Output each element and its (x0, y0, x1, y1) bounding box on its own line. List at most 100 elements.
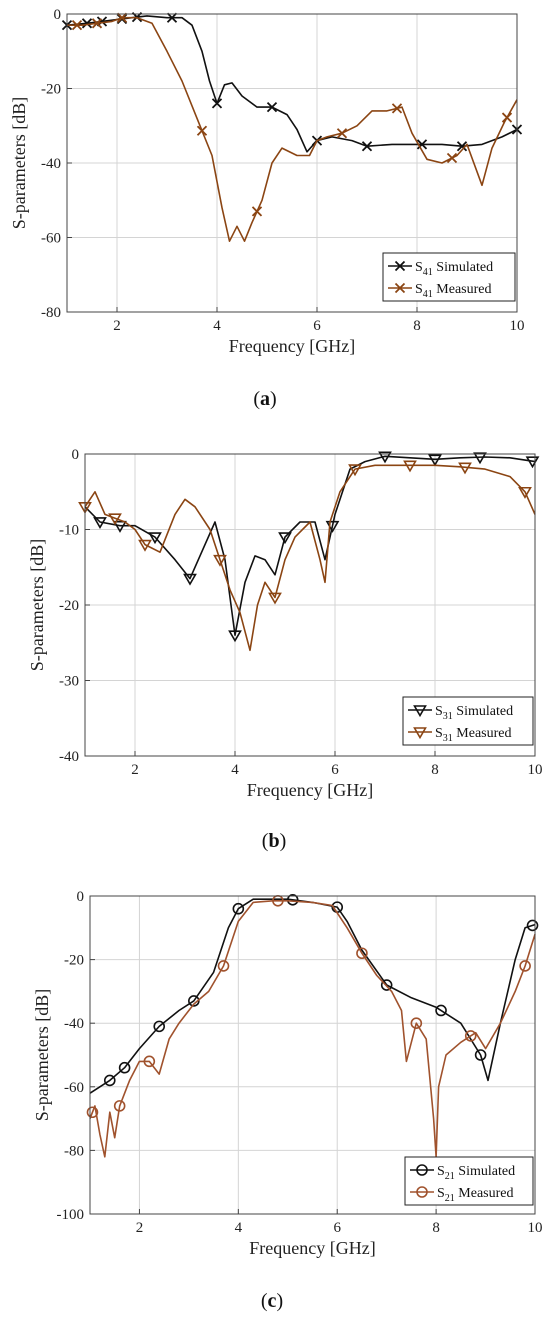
y-tick-label: 0 (77, 889, 85, 905)
series-marker (91, 18, 103, 29)
series-s41-measured (67, 12, 518, 242)
series-marker (232, 902, 245, 915)
x-tick-label: 8 (413, 318, 421, 334)
series-marker (166, 12, 178, 23)
series-marker (108, 513, 122, 526)
series-marker (71, 20, 83, 31)
legend-marker (413, 705, 427, 718)
subfigure-caption: (b) (262, 830, 286, 852)
series-marker (526, 919, 539, 932)
series-marker (410, 1017, 423, 1029)
legend-box (404, 1156, 534, 1206)
legend-box (402, 696, 534, 746)
series-marker (519, 960, 531, 972)
y-tick-label: -80 (64, 1143, 84, 1159)
series-marker (118, 1061, 131, 1074)
legend: S31 Simulated S31 Measured (402, 696, 534, 746)
series-marker (474, 1049, 487, 1061)
legend-marker (416, 1164, 428, 1176)
series-line (84, 464, 536, 652)
legend-item: S41 Measured (388, 282, 492, 300)
x-tick-label: 2 (136, 1220, 144, 1236)
plot-frame (89, 895, 536, 1215)
y-tick-label: 0 (72, 447, 80, 463)
series-marker (266, 101, 278, 113)
x-axis-label: Frequency [GHz] (249, 1238, 375, 1258)
y-axis-label: S-parameters [dB] (27, 539, 47, 671)
legend-label: S21 Simulated (437, 1164, 515, 1182)
y-tick-label: -40 (59, 749, 79, 765)
series-marker (278, 532, 292, 545)
series-marker (518, 486, 532, 499)
series-marker (286, 894, 299, 906)
x-tick-label: 10 (510, 318, 525, 334)
legend: S41 Simulated S41 Measured (382, 252, 516, 302)
x-tick-label: 6 (333, 1220, 341, 1236)
legend-marker (394, 260, 406, 272)
series-marker (213, 554, 227, 567)
series-marker (361, 141, 373, 152)
series-marker (188, 995, 200, 1007)
series-marker (356, 947, 368, 960)
legend-item: S31 Measured (408, 726, 512, 744)
series-marker (138, 539, 152, 552)
chart-a: 2 4 6 8 10 0 -20 -40 -60 -80 Frequency [GHz] S-para… (9, 7, 525, 410)
x-tick-label: 8 (431, 762, 439, 778)
series-marker (148, 532, 162, 545)
series-line (84, 455, 536, 636)
x-axis-label: Frequency [GHz] (229, 336, 355, 356)
series-marker (183, 573, 197, 586)
y-tick-label: -40 (64, 1016, 84, 1032)
legend-label: S41 Measured (415, 282, 492, 300)
series-marker (348, 464, 362, 477)
x-tick-label: 4 (213, 318, 221, 334)
series-marker (113, 1100, 126, 1112)
series-marker (153, 1020, 166, 1033)
series-s31-measured (78, 460, 536, 652)
x-tick-label: 2 (113, 318, 121, 334)
y-tick-label: -20 (59, 598, 79, 614)
chart-b: 2 4 6 8 10 0 -10 -20 -30 -40 Frequency [GHz] S-para… (27, 447, 543, 852)
series-marker (143, 1055, 156, 1068)
x-axis-label: Frequency [GHz] (247, 780, 373, 800)
series-marker (473, 452, 487, 465)
series-marker (251, 206, 263, 217)
series-marker (86, 1106, 99, 1119)
series-line (66, 15, 518, 153)
series-marker (403, 460, 417, 473)
series-marker (116, 12, 128, 23)
series-marker (228, 630, 242, 643)
series-s41-simulated (61, 11, 523, 153)
legend-item: S21 Measured (410, 1186, 514, 1204)
series-marker (211, 98, 223, 109)
series-line (89, 900, 536, 1158)
y-tick-label: -20 (64, 953, 84, 969)
legend-marker (413, 727, 427, 740)
series-marker (336, 128, 348, 139)
series-marker (501, 112, 513, 123)
x-tick-label: 6 (331, 762, 339, 778)
series-marker (464, 1030, 477, 1042)
series-marker (268, 592, 282, 605)
series-marker (380, 979, 393, 991)
subfigure-caption: (c) (261, 1290, 283, 1312)
legend-item: S31 Simulated (408, 704, 513, 722)
series-marker (217, 960, 230, 972)
y-axis-label: S-parameters [dB] (32, 989, 52, 1121)
legend-label: S41 Simulated (415, 260, 493, 278)
legend-label: S21 Measured (437, 1186, 514, 1204)
y-tick-label: -30 (59, 674, 79, 690)
series-marker (81, 18, 93, 29)
y-tick-label: -100 (57, 1207, 85, 1223)
x-tick-label: 10 (528, 762, 543, 778)
series-marker (378, 451, 392, 464)
series-marker (391, 103, 403, 114)
subfigure-caption: (a) (253, 388, 276, 410)
series-marker (458, 462, 472, 475)
y-axis-label: S-parameters [dB] (9, 97, 29, 229)
legend-label: S31 Simulated (435, 704, 513, 722)
y-tick-label: 0 (54, 7, 62, 23)
x-tick-label: 8 (432, 1220, 440, 1236)
y-tick-label: -10 (59, 523, 79, 539)
series-marker (435, 1004, 447, 1017)
